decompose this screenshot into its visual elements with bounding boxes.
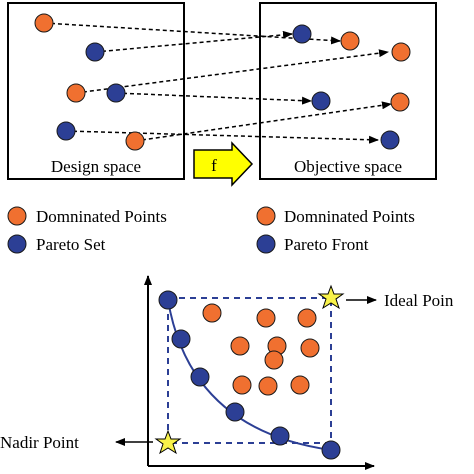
pareto-set-point (106, 83, 126, 103)
pareto-front-point (225, 402, 245, 422)
mapping-arrow (134, 101, 392, 142)
mapping-arrow (75, 49, 389, 94)
legend: Domninated Points Pareto Set Domninated … (7, 206, 415, 254)
objective-points (292, 24, 411, 150)
mapping-arrow (94, 30, 293, 53)
legend-dominated-marker (7, 206, 27, 226)
legend-dominated-marker (256, 206, 276, 226)
pareto-set-point (85, 42, 105, 62)
dominated-point (125, 131, 145, 151)
dominated-point (290, 375, 310, 395)
dominated-point (34, 13, 54, 33)
nadir-point-star (154, 429, 182, 455)
legend-pareto-front-marker (256, 234, 276, 254)
nadir-point-label: Nadir Point (0, 433, 79, 452)
dominated-point (258, 376, 278, 396)
dominated-point (202, 303, 222, 323)
pareto-front-point (321, 440, 341, 460)
pareto-front-point (171, 329, 191, 349)
legend-pareto-set-marker (7, 234, 27, 254)
pareto-front-point (311, 91, 331, 111)
objective-space-box (259, 2, 437, 180)
ideal-point-star (317, 284, 345, 310)
pareto-front-point (270, 426, 290, 446)
legend-right-pareto: Pareto Front (284, 235, 369, 254)
mapping-arrow (65, 130, 379, 144)
legend-left-pareto: Pareto Set (36, 235, 106, 254)
pareto-front-point (380, 130, 400, 150)
bottom-dominated-points (202, 303, 320, 396)
pareto-front-point (158, 290, 178, 310)
pareto-front-point (190, 367, 210, 387)
mapping-label: f (211, 156, 217, 175)
dominated-point (66, 83, 86, 103)
dominated-point (232, 375, 252, 395)
dominated-point (340, 31, 360, 51)
legend-left-dominated: Domninated Points (36, 207, 167, 226)
pareto-set-point (56, 121, 76, 141)
design-space-label: Design space (51, 157, 141, 176)
bottom-pareto-front-points (158, 290, 341, 460)
dominated-point (300, 338, 320, 358)
dominated-point (264, 350, 284, 370)
legend-right-dominated: Domninated Points (284, 207, 415, 226)
mapping-arrows (43, 22, 392, 144)
mapping-arrow (115, 92, 312, 105)
ideal-point-label: Ideal Poin (384, 291, 454, 310)
dominated-point (390, 92, 410, 112)
objective-space-label: Objective space (294, 157, 402, 176)
ideal-nadir-box (167, 297, 332, 444)
dominated-point (230, 336, 250, 356)
dominated-point (297, 308, 317, 328)
design-space-box (7, 2, 185, 180)
pareto-front-point (292, 24, 312, 44)
design-points (34, 13, 145, 151)
dominated-point (391, 42, 411, 62)
mapping-arrow-f (193, 141, 254, 187)
bottom-axes (144, 275, 375, 470)
dominated-point (256, 308, 276, 328)
